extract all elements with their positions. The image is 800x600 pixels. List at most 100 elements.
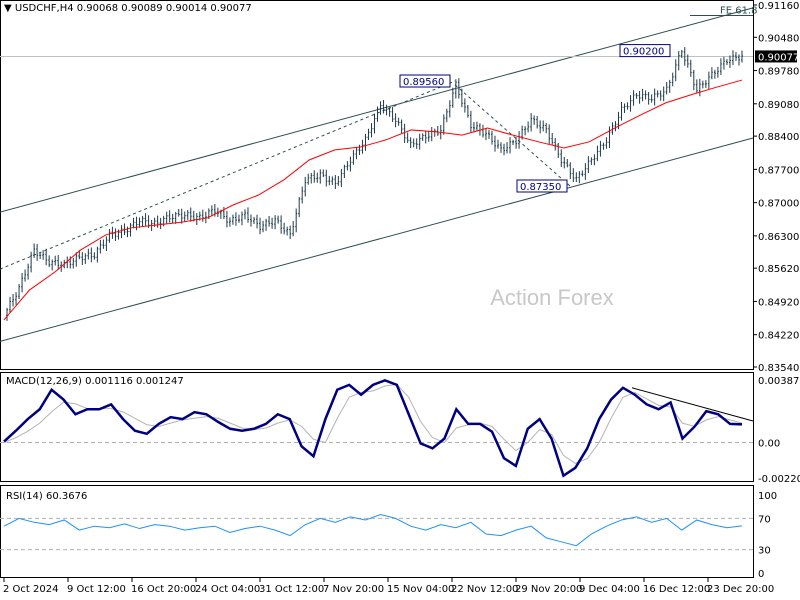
ohlc-bar bbox=[719, 58, 722, 76]
ohlc-bar bbox=[460, 88, 463, 108]
ohlc-bar bbox=[99, 240, 102, 254]
ohlc-bar bbox=[18, 283, 21, 300]
ohlc-bar bbox=[418, 133, 421, 150]
macd-title: MACD(12,26,9) 0.001116 0.001247 bbox=[6, 376, 184, 387]
ohlc-bar bbox=[259, 217, 262, 235]
ohlc-bar bbox=[713, 69, 716, 79]
ohlc-bar bbox=[560, 149, 563, 167]
price-axis-label: 0.91160 bbox=[758, 1, 799, 12]
ohlc-bar bbox=[337, 176, 340, 186]
ohlc-bar bbox=[518, 131, 521, 149]
ohlc-bar bbox=[72, 257, 75, 269]
ohlc-bar bbox=[144, 213, 147, 226]
rsi-axis-label: 30 bbox=[758, 546, 771, 557]
triangle-down-icon[interactable]: ▼ bbox=[4, 3, 12, 14]
ohlc-bar bbox=[683, 47, 686, 66]
ohlc-bar bbox=[695, 79, 698, 93]
ohlc-bar bbox=[656, 90, 659, 98]
macd-line bbox=[3, 379, 743, 478]
ohlc-bar bbox=[620, 102, 623, 121]
ohlc-bar bbox=[566, 159, 569, 168]
ohlc-bar bbox=[475, 121, 478, 132]
ohlc-bar bbox=[668, 79, 671, 93]
price-axis-label: 0.90480 bbox=[758, 33, 799, 44]
ohlc-bar bbox=[515, 137, 518, 149]
ohlc-bar bbox=[102, 239, 105, 249]
price-axis-label: 0.85620 bbox=[758, 264, 799, 275]
ohlc-bar bbox=[584, 163, 587, 180]
macd-axis-label: 0.003873 bbox=[758, 376, 800, 387]
ohlc-bar bbox=[21, 273, 24, 293]
macd-axis-label: 0.00 bbox=[758, 438, 780, 449]
ohlc-bar bbox=[286, 226, 289, 236]
ohlc-bar bbox=[659, 90, 662, 101]
ohlc-bar bbox=[692, 69, 695, 91]
ohlc-bar bbox=[728, 55, 731, 68]
ohlc-bar bbox=[51, 259, 54, 271]
ohlc-bar bbox=[120, 225, 123, 239]
ohlc-bar bbox=[382, 99, 385, 114]
macd-signal-line bbox=[3, 383, 743, 465]
ohlc-bar bbox=[268, 216, 271, 227]
time-axis-label: 24 Oct 04:00 bbox=[195, 584, 260, 595]
ohlc-bar bbox=[650, 94, 653, 103]
ohlc-bar bbox=[707, 71, 710, 90]
low-label-0-87350: 0.87350 bbox=[520, 182, 561, 193]
time-axis-label: 23 Dec 20:00 bbox=[707, 584, 774, 595]
ohlc-bar bbox=[343, 164, 346, 179]
ohlc-bar bbox=[262, 220, 265, 233]
ohlc-bar bbox=[524, 126, 527, 136]
ohlc-bar bbox=[662, 86, 665, 102]
ohlc-bar bbox=[539, 120, 542, 134]
ohlc-bar bbox=[445, 108, 448, 123]
ohlc-bar bbox=[478, 123, 481, 136]
ohlc-bar bbox=[45, 248, 48, 266]
ohlc-bar bbox=[587, 156, 590, 174]
ohlc-bar bbox=[725, 59, 728, 65]
ohlc-bar bbox=[722, 56, 725, 70]
ohlc-bar bbox=[635, 92, 638, 99]
ohlc-bar bbox=[433, 128, 436, 137]
ohlc-bar bbox=[96, 246, 99, 263]
macd-panel-frame bbox=[0, 372, 754, 482]
ohlc-bar bbox=[512, 139, 515, 145]
time-axis-label: 7 Nov 20:00 bbox=[323, 584, 384, 595]
ohlc-bar bbox=[614, 121, 617, 132]
ohlc-bar bbox=[15, 292, 18, 305]
ohlc-bar bbox=[741, 50, 743, 63]
ohlc-bar bbox=[301, 186, 304, 204]
ohlc-bar bbox=[370, 123, 373, 138]
ohlc-bar bbox=[114, 228, 117, 242]
ohlc-bar bbox=[469, 110, 472, 134]
ohlc-bar bbox=[451, 87, 454, 108]
price-axis-label: 0.86300 bbox=[758, 232, 799, 243]
ohlc-bar bbox=[277, 215, 280, 224]
price-axis-label: 0.84920 bbox=[758, 297, 799, 308]
time-axis-label: 9 Oct 12:00 bbox=[67, 584, 126, 595]
ohlc-bar bbox=[271, 217, 274, 229]
swing-dashed-line bbox=[454, 84, 571, 187]
ohlc-bar bbox=[225, 210, 228, 228]
rsi-axis-label: 70 bbox=[758, 514, 771, 525]
ohlc-bar bbox=[623, 103, 626, 114]
ohlc-bar bbox=[463, 98, 466, 113]
ohlc-bar bbox=[358, 144, 361, 155]
ohlc-bar bbox=[391, 106, 394, 122]
ohlc-bar bbox=[701, 80, 704, 89]
ohlc-bar bbox=[605, 137, 608, 149]
ohlc-bar bbox=[644, 90, 647, 100]
rsi-panel-frame bbox=[0, 485, 754, 578]
price-axis-label: 0.84220 bbox=[758, 331, 799, 342]
ohlc-bar bbox=[36, 243, 39, 261]
ohlc-bar bbox=[674, 59, 677, 82]
ohlc-bar bbox=[716, 66, 719, 78]
rsi-axis-label: 100 bbox=[758, 491, 777, 502]
ohlc-bar bbox=[412, 138, 415, 148]
ohlc-bar bbox=[319, 169, 322, 184]
low-label-0-87350-box bbox=[516, 179, 568, 193]
ohlc-bar bbox=[171, 213, 174, 224]
ohlc-bar bbox=[340, 168, 343, 188]
ohlc-bar bbox=[165, 211, 168, 225]
ohlc-bar bbox=[704, 80, 707, 88]
ohlc-bar bbox=[186, 209, 189, 220]
